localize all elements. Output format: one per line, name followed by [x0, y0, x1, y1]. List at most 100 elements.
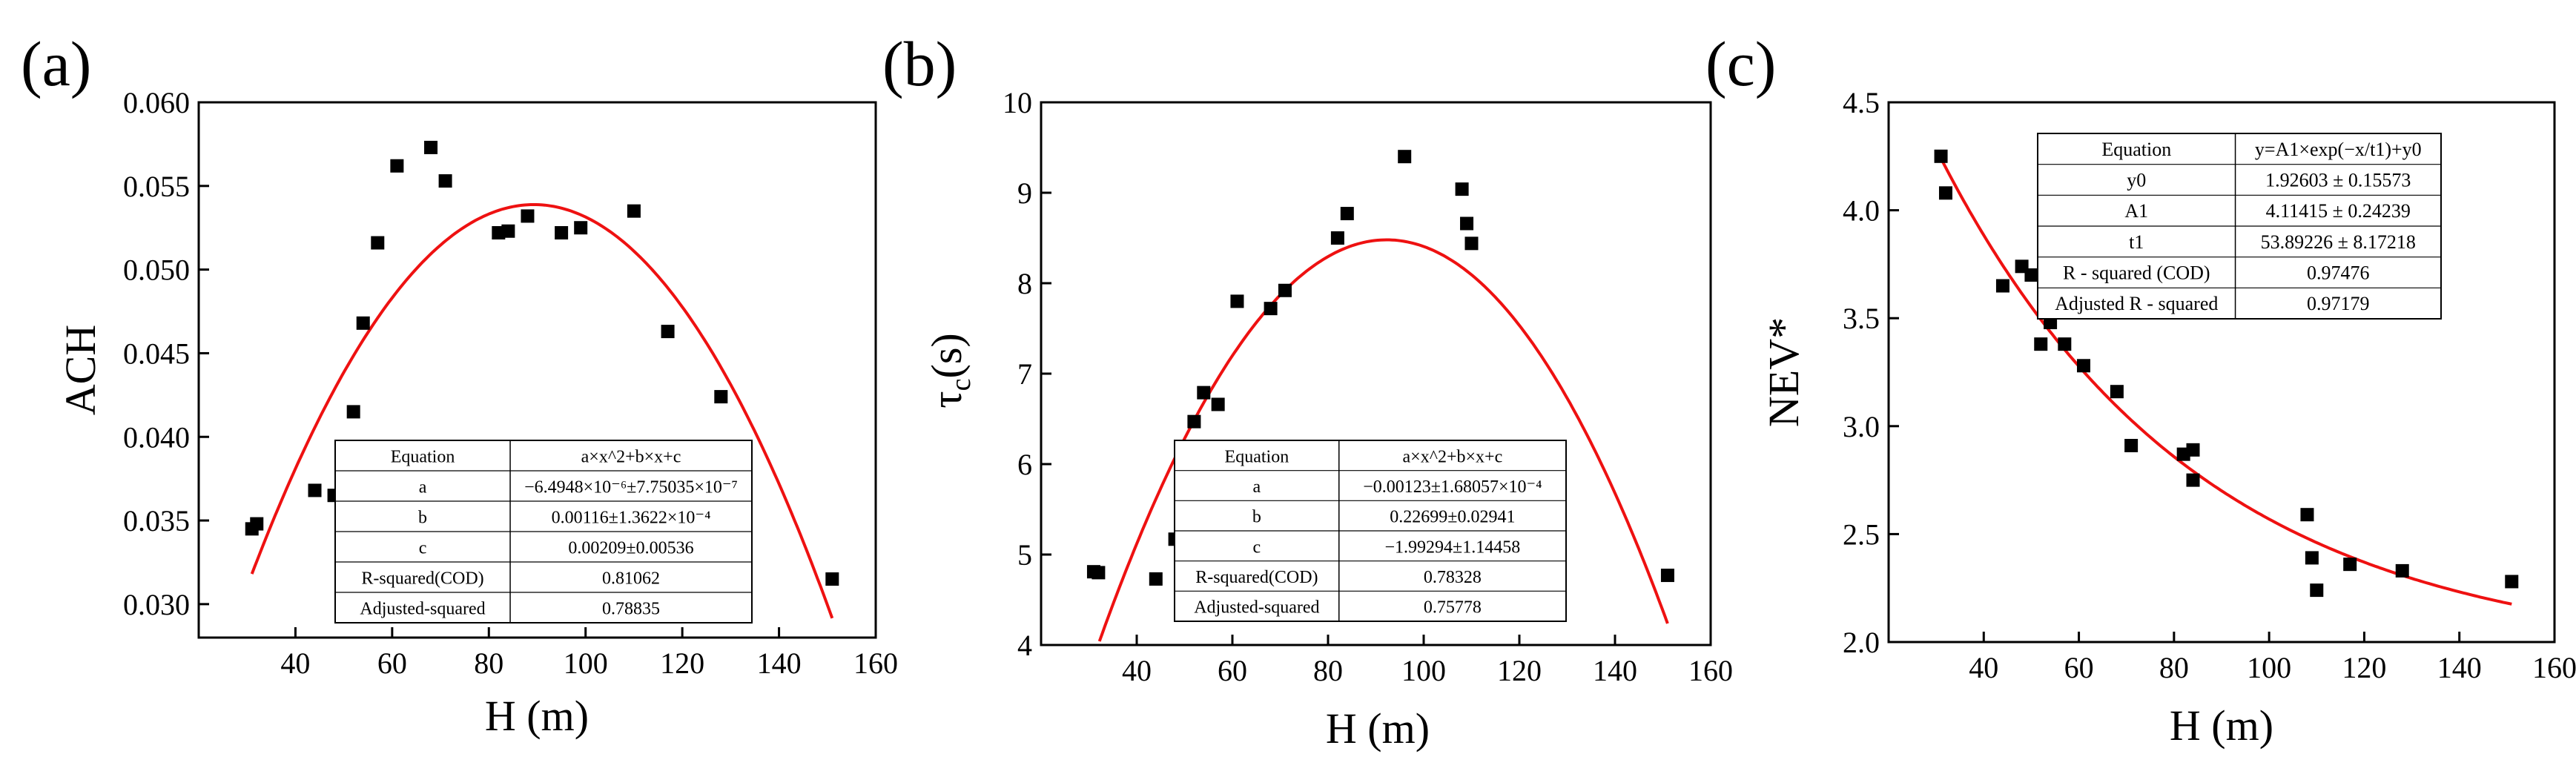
panel-a-x-tick-label: 100: [564, 646, 608, 680]
panel-a-x-tick-label: 40: [280, 646, 310, 680]
panel-b-x-tick-label: 120: [1497, 654, 1542, 687]
panel-a-data-point: [356, 316, 370, 330]
panel-b-table-key: b: [1252, 508, 1261, 527]
panel-a-y-tick-label: 0.055: [123, 170, 190, 203]
panel-a-x-axis-title: H (m): [485, 692, 589, 740]
panel-a-y-axis-title: ACH: [56, 325, 105, 415]
panel-c-table-key: R - squared (COD): [2063, 262, 2210, 284]
panel-a-data-point: [501, 224, 515, 238]
panel-a-stats-table: Equation a×x^2+b×x+c a −6.4948×10⁻⁶±7.75035…: [334, 440, 753, 624]
panel-b-table-key: Adjusted-squared: [1194, 598, 1319, 618]
panel-a-ticks: 40 60 80 100 120 140 160 0.030 0.035 0.040 0.045 0.…: [123, 86, 898, 680]
panel-c: (c) 40 60 80 100 120 140 160 2.0 2.5 3.0 3.5 4.0 4.5…: [1705, 28, 2576, 750]
panel-c-x-tick-label: 80: [2159, 651, 2189, 684]
panel-c-data-point: [2186, 443, 2200, 457]
panel-c-table-value: y=A1×exp(−x/t1)+y0: [2255, 139, 2422, 160]
panel-c-data-point: [2310, 583, 2324, 598]
panel-c-table-key: A1: [2124, 200, 2148, 222]
panel-b-x-tick-label: 100: [1401, 654, 1446, 687]
panel-b-y-tick-label: 10: [1003, 86, 1032, 119]
panel-b-data-point: [1460, 216, 1474, 231]
panel-b-y-axis-unit: (s): [922, 333, 971, 378]
panel-c-table-value: 0.97476: [2307, 262, 2370, 284]
panel-b-y-axis-symbol: τ: [922, 391, 971, 408]
panel-c-fit: [1939, 157, 2512, 606]
panel-b-label: (b): [882, 28, 957, 99]
panel-b-data-point: [1278, 283, 1292, 297]
panel-a-data-point: [308, 483, 322, 497]
panel-a-table-key: Adjusted-squared: [360, 600, 485, 619]
panel-a-table-key: Equation: [391, 448, 455, 467]
panel-c-data-point: [2076, 359, 2090, 373]
panel-a-table-value: 0.00116±1.3622×10⁻⁴: [552, 509, 711, 528]
panel-a-data-point: [250, 517, 264, 531]
panel-c-data-point: [2343, 558, 2357, 572]
panel-a-table-key: b: [418, 509, 427, 528]
panel-b-x-tick-label: 60: [1218, 654, 1247, 687]
panel-c-x-tick-label: 40: [1969, 651, 1998, 684]
panel-c-data-point: [2395, 563, 2409, 578]
panel-b-data-point: [1230, 294, 1244, 308]
panel-a-y-tick-label: 0.040: [123, 420, 190, 454]
panel-a-x-tick-label: 60: [377, 646, 407, 680]
panel-c-x-tick-label: 140: [2437, 651, 2482, 684]
panel-c-y-tick-label: 3.5: [1843, 302, 1880, 335]
panel-a-data-point: [371, 236, 385, 250]
panel-b-table-value: a×x^2+b×x+c: [1403, 447, 1503, 466]
panel-c-y-axis-title: NEV*: [1760, 317, 1808, 427]
panel-b-table-key: Equation: [1225, 447, 1289, 466]
panel-c-table-key: t1: [2129, 231, 2144, 253]
panel-c-y-tick-label: 4.5: [1843, 86, 1880, 119]
panel-a-data-point: [390, 159, 404, 173]
panel-c-stats-table: Equation y=A1×exp(−x/t1)+y0 y0 1.92603 ± 0.…: [2037, 133, 2442, 320]
panel-c-data-point: [2186, 473, 2200, 487]
panel-c-fit-curve: [1939, 157, 2512, 606]
panel-b-table-value: 0.22699±0.02941: [1390, 508, 1515, 527]
panel-a-data-point: [346, 405, 360, 419]
panel-a-data-point: [521, 209, 535, 223]
panel-c-label: (c): [1705, 28, 1776, 99]
panel-b-y-tick-label: 9: [1017, 176, 1032, 210]
panel-c-x-tick-label: 60: [2064, 651, 2094, 684]
panel-c-y-tick-label: 2.0: [1843, 626, 1880, 659]
panel-b-table-value: 0.75778: [1424, 598, 1482, 618]
panel-a-y-tick-label: 0.060: [123, 86, 190, 119]
panel-b-x-tick-label: 40: [1122, 654, 1152, 687]
panel-b-data-point: [1464, 236, 1479, 251]
panel-a-table-value: 0.78835: [602, 600, 660, 619]
panel-b-table-key: a: [1253, 477, 1261, 497]
panel-c-data-point: [2505, 575, 2519, 589]
panel-c-data-point: [2300, 508, 2314, 522]
panel-a-table-value: 0.00209±0.00536: [568, 539, 693, 558]
panel-a-plot-frame: [197, 101, 877, 639]
panel-b-ticks: 40 60 80 100 120 140 160 4 5 6 7 8 9 10: [1003, 86, 1733, 687]
panel-b-y-tick-label: 4: [1017, 629, 1032, 662]
panel-b-data-point: [1330, 231, 1344, 245]
panel-c-data-point: [2110, 385, 2124, 399]
panel-a-data-point: [555, 225, 569, 239]
panel-b: (b) 40 60 80 100 120 140 160 4 5 6 7 8 9 10 Equation a…: [882, 28, 1733, 752]
panel-c-table-value: 1.92603 ± 0.15573: [2265, 170, 2411, 191]
panel-a-data-point: [424, 140, 438, 154]
panel-b-data-point: [1149, 572, 1163, 586]
panel-a: (a) 40 60 80 100 120 140 160 0.030 0.035 0.040 0.0…: [21, 28, 898, 740]
panel-c-data-point: [2124, 439, 2139, 453]
panel-a-label: (a): [21, 28, 91, 99]
panel-a-fit: [250, 203, 834, 619]
panel-a-x-tick-label: 160: [853, 646, 898, 680]
panel-c-data-point: [2058, 337, 2072, 351]
panel-c-y-tick-label: 4.0: [1843, 194, 1880, 228]
panel-b-x-tick-label: 140: [1593, 654, 1637, 687]
panel-c-points: [1934, 149, 2519, 598]
panel-b-table-value: −1.99294±1.14458: [1385, 538, 1521, 557]
panel-c-table-value: 0.97179: [2307, 293, 2370, 314]
panel-a-fit-curve: [250, 203, 834, 619]
panel-b-table-value: −0.00123±1.68057×10⁻⁴: [1363, 477, 1542, 497]
panel-c-data-point: [2024, 268, 2038, 282]
panel-c-data-point: [1934, 149, 1948, 163]
panel-b-x-tick-label: 80: [1313, 654, 1343, 687]
panel-b-data-point: [1092, 566, 1106, 580]
panel-c-table-value: 4.11415 ± 0.24239: [2266, 200, 2411, 222]
panel-c-y-tick-label: 2.5: [1843, 517, 1880, 551]
